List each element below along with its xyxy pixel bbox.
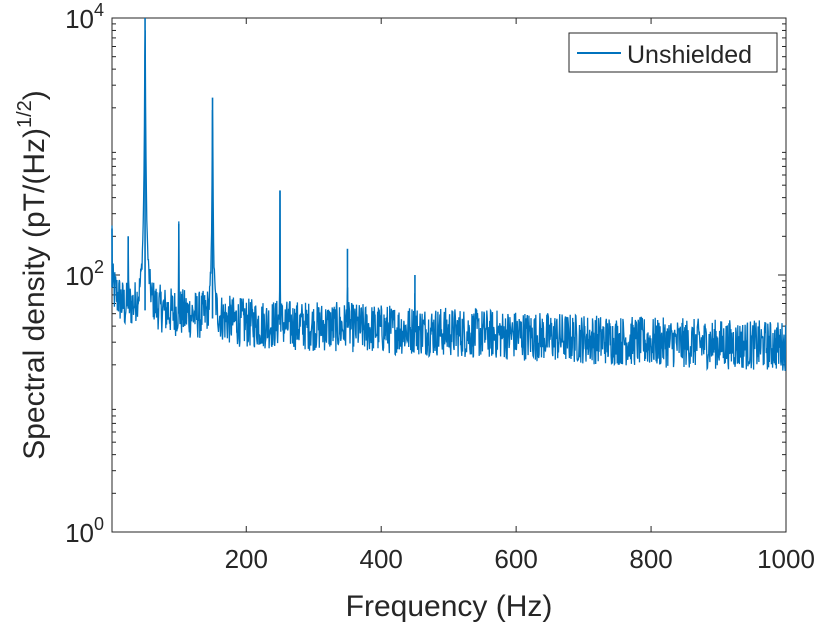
y-axis-label-main: Spectral density (pT/(Hz) [18, 128, 51, 460]
x-tick-labels: 200 400 600 800 1000 [225, 544, 815, 574]
y-tick-labels: 100 102 104 [65, 0, 104, 548]
x-tick-label-1: 400 [359, 544, 402, 574]
y-tick-label-2: 104 [65, 0, 104, 34]
series-layer [111, 18, 787, 372]
y-axis-label: Spectral density (pT/(Hz)1/2) [14, 90, 51, 460]
x-axis-label: Frequency (Hz) [346, 590, 553, 623]
legend: Unshielded [568, 32, 778, 73]
y-axis-label-exponent: 1/2 [14, 100, 36, 128]
x-tick-label-0: 200 [225, 544, 268, 574]
x-tick-label-4: 1000 [757, 544, 815, 574]
x-tick-label-3: 800 [629, 544, 672, 574]
y-tick-label-0: 100 [65, 514, 104, 548]
x-tick-label-2: 600 [494, 544, 537, 574]
plot-area [111, 17, 787, 533]
legend-label-unshielded: Unshielded [627, 41, 752, 69]
y-tick-label-1: 102 [65, 257, 104, 291]
y-axis-label-close: ) [18, 90, 51, 100]
axis-ticks [112, 17, 787, 533]
series-line-unshielded [111, 30, 787, 372]
